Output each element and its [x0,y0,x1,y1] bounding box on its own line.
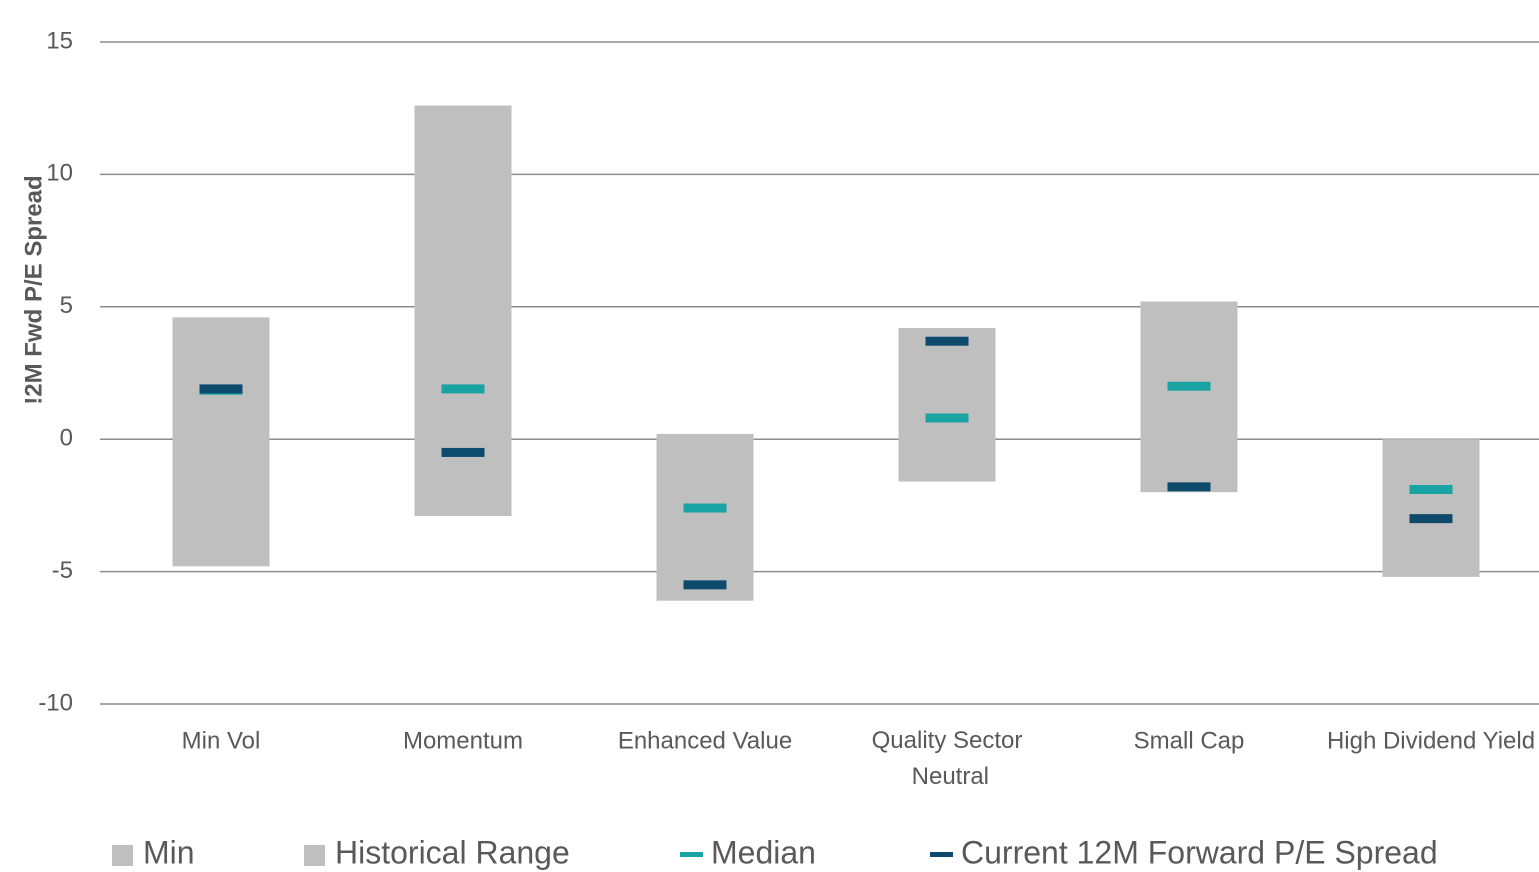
legend-label: Min [143,834,195,870]
y-tick-label: -5 [52,557,73,584]
range-bar [656,433,754,601]
legend-label: Historical Range [335,834,570,870]
x-tick-label: High Dividend Yield [1327,727,1535,754]
x-tick-label: Enhanced Value [618,727,792,754]
range-bar [172,317,270,567]
legend-label: Current 12M Forward P/E Spread [961,834,1438,870]
y-tick-label: 5 [60,292,73,319]
median-marker [441,384,485,394]
y-tick-label: 10 [46,160,73,187]
legend-swatch [680,852,703,857]
range-bar [1382,439,1480,577]
current-marker [925,336,969,346]
legend-swatch [304,845,325,866]
x-tick-label: Quality Sector Neutral [872,727,1023,790]
median-marker [1409,485,1453,495]
current-marker [1167,482,1211,492]
legend-label: Median [711,834,816,870]
current-marker [199,384,243,394]
current-marker [1409,514,1453,524]
legend-swatch [112,845,133,866]
x-tick-label: Momentum [403,727,523,754]
median-marker [925,413,969,423]
range-bar [1140,301,1238,493]
y-tick-label: -10 [38,689,73,716]
median-marker [1167,381,1211,391]
range-bar [898,327,996,482]
range-bar [414,105,512,516]
y-axis-label: !2M Fwd P/E Spread [20,175,47,404]
y-tick-label: 0 [60,425,73,452]
current-marker [683,580,727,590]
x-tick-label: Small Cap [1134,727,1245,754]
current-marker [441,447,485,457]
x-tick-label: Min Vol [182,727,261,754]
legend-swatch [930,852,953,857]
y-tick-label: 15 [46,27,73,54]
median-marker [683,503,727,513]
